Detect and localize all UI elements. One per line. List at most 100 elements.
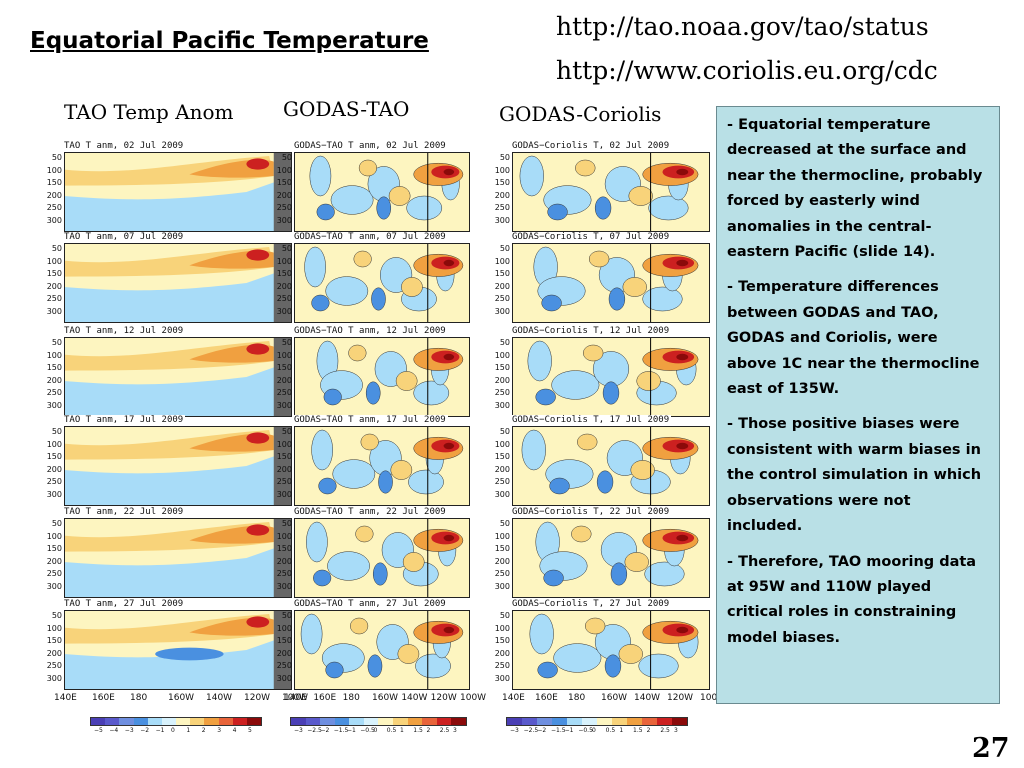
colorbar-label: −0.5 bbox=[578, 727, 593, 734]
y-tick-label: 300 bbox=[276, 215, 292, 225]
y-tick-label: 50 bbox=[51, 338, 62, 347]
x-tick-label: 140W bbox=[401, 693, 428, 703]
colorbar-swatch bbox=[161, 718, 177, 725]
contour-plot bbox=[294, 426, 470, 506]
y-tick-label: 100 bbox=[494, 165, 510, 175]
y-tick-label: 100 bbox=[494, 350, 510, 360]
panel-title: GODAS−Coriolis T, 02 Jul 2009 bbox=[512, 141, 672, 151]
y-tick-label: 300 bbox=[46, 306, 62, 316]
contour-plot bbox=[294, 243, 470, 323]
colorbar-swatch bbox=[451, 718, 466, 725]
y-tick-label: 150 bbox=[276, 363, 292, 372]
colorbar-label: 1.5 bbox=[633, 727, 643, 734]
colorbar bbox=[90, 717, 262, 726]
y-tick-label: 250 bbox=[494, 661, 510, 670]
colorbar-label: −3 bbox=[510, 727, 519, 734]
colorbar-label: 4 bbox=[232, 727, 237, 734]
slide-title: Equatorial Pacific Temperature bbox=[30, 28, 429, 54]
colorbar-label: 1.5 bbox=[413, 727, 423, 734]
y-tick-label: 50 bbox=[281, 611, 292, 620]
y-tick-label: 100 bbox=[494, 531, 510, 541]
y-tick-label: 300 bbox=[46, 673, 62, 683]
colorbar-swatch bbox=[597, 718, 612, 725]
y-tick-label: 150 bbox=[276, 178, 292, 187]
y-tick-label: 100 bbox=[46, 439, 62, 449]
colorbar-label: −2.5 bbox=[523, 727, 539, 734]
colorbar-swatch bbox=[133, 718, 148, 725]
colorbar-label: 3 bbox=[453, 727, 457, 734]
y-tick-label: 250 bbox=[276, 569, 292, 578]
contour-plot bbox=[512, 610, 710, 690]
colorbar-label: 3 bbox=[674, 727, 678, 734]
y-tick-label: 250 bbox=[276, 388, 292, 397]
contour-plot bbox=[512, 243, 710, 323]
x-tick-label: 160W bbox=[372, 693, 399, 703]
contour-plot bbox=[512, 152, 710, 232]
y-tick-label: 100 bbox=[494, 623, 510, 633]
panel-title: GODAS−TAO T anm, 22 Jul 2009 bbox=[294, 507, 448, 517]
y-tick-label: 100 bbox=[276, 531, 292, 541]
colorbar-label: 2.5 bbox=[660, 727, 670, 734]
tao-url[interactable]: http://tao.noaa.gov/tao/status bbox=[556, 12, 929, 41]
panel-title: TAO T anm, 22 Jul 2009 bbox=[64, 507, 186, 517]
y-tick-label: 200 bbox=[494, 281, 510, 291]
y-tick-label: 100 bbox=[494, 256, 510, 266]
colorbar-label: 0.5 bbox=[605, 727, 616, 734]
y-tick-label: 50 bbox=[281, 519, 292, 528]
y-tick-label: 150 bbox=[276, 636, 292, 645]
contour-panel: GODAS−Coriolis T, 27 Jul 2009 bbox=[512, 599, 710, 690]
contour-plot bbox=[294, 518, 470, 598]
colorbar-label: 0 bbox=[373, 727, 378, 734]
contour-plot bbox=[64, 518, 292, 598]
y-tick-label: 200 bbox=[276, 648, 292, 658]
y-tick-label: 250 bbox=[276, 294, 292, 303]
colorbar-swatch bbox=[627, 718, 642, 725]
colorbar-swatch bbox=[393, 718, 408, 725]
y-tick-label: 250 bbox=[494, 294, 510, 303]
panel-title: GODAS−Coriolis T, 12 Jul 2009 bbox=[512, 326, 672, 336]
y-tick-label: 200 bbox=[46, 375, 62, 385]
colorbar-swatch bbox=[407, 718, 423, 725]
colorbar-label: 2 bbox=[646, 727, 651, 734]
y-tick-label: 100 bbox=[276, 165, 292, 175]
colorbar bbox=[290, 717, 467, 726]
panel-title: GODAS−TAO T anm, 02 Jul 2009 bbox=[294, 141, 448, 151]
y-tick-label: 300 bbox=[46, 489, 62, 499]
y-tick-label: 250 bbox=[46, 203, 62, 212]
y-tick-label: 50 bbox=[281, 427, 292, 436]
contour-plot bbox=[64, 426, 292, 506]
y-tick-label: 250 bbox=[494, 388, 510, 397]
y-tick-label: 250 bbox=[276, 477, 292, 486]
x-tick-label: 160E bbox=[313, 693, 337, 703]
y-tick-label: 100 bbox=[46, 623, 62, 633]
y-tick-label: 150 bbox=[46, 636, 62, 645]
y-tick-label: 50 bbox=[51, 519, 62, 528]
y-tick-label: 100 bbox=[276, 350, 292, 360]
y-tick-label: 300 bbox=[276, 673, 292, 683]
y-tick-label: 250 bbox=[494, 203, 510, 212]
y-tick-label: 200 bbox=[46, 556, 62, 566]
y-tick-label: 250 bbox=[494, 477, 510, 486]
colorbar-swatch bbox=[567, 718, 582, 725]
x-tick-label: 160W bbox=[168, 693, 195, 703]
contour-plot bbox=[64, 243, 292, 323]
colorbar-label: 2.5 bbox=[439, 727, 450, 734]
contour-panel: GODAS−TAO T anm, 02 Jul 2009 bbox=[294, 141, 470, 232]
y-tick-label: 50 bbox=[499, 611, 510, 620]
colorbar-label: 1 bbox=[619, 727, 624, 734]
contour-plot bbox=[294, 337, 470, 417]
y-tick-label: 200 bbox=[276, 375, 292, 385]
panel-title: TAO T anm, 02 Jul 2009 bbox=[64, 141, 186, 151]
colorbar-label: −2.5 bbox=[307, 727, 322, 734]
contour-panel: GODAS−Coriolis T, 07 Jul 2009 bbox=[512, 232, 710, 323]
contour-panel: TAO T anm, 02 Jul 2009 bbox=[64, 141, 292, 232]
y-tick-label: 300 bbox=[276, 581, 292, 591]
y-tick-label: 300 bbox=[276, 306, 292, 316]
contour-panel: TAO T anm, 17 Jul 2009 bbox=[64, 415, 292, 506]
y-tick-label: 100 bbox=[276, 623, 292, 633]
coriolis-url[interactable]: http://www.coriolis.eu.org/cdc bbox=[556, 56, 938, 85]
colorbar-swatch bbox=[552, 718, 567, 725]
colorbar bbox=[506, 717, 688, 726]
colorbar-label: −1.5 bbox=[551, 727, 566, 734]
panel-title: GODAS−TAO T anm, 12 Jul 2009 bbox=[294, 326, 448, 336]
